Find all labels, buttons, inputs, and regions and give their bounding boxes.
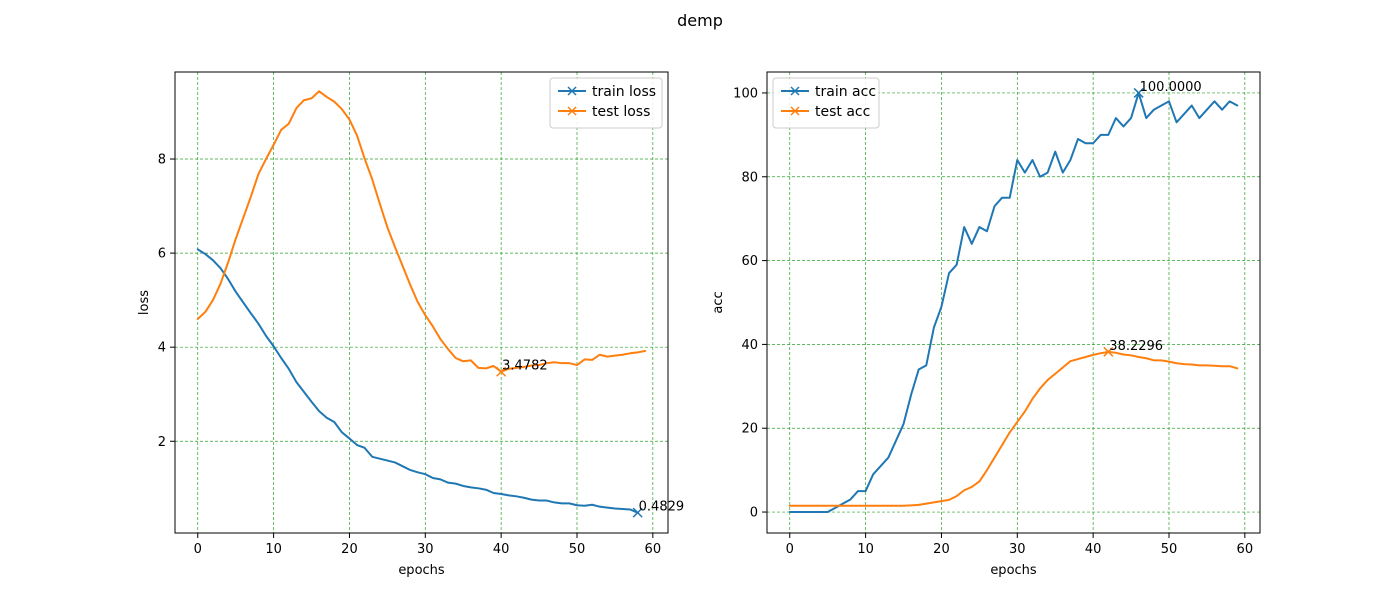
loss-series-0-annotation-label: 0.4829 — [639, 500, 685, 515]
loss-ytick-label: 2 — [158, 435, 166, 450]
acc-xtick-label: 20 — [933, 542, 950, 557]
acc-series-0-annotation-marker — [1133, 87, 1144, 98]
acc-xtick-label: 0 — [786, 542, 794, 557]
acc-ytick-label: 100 — [733, 86, 758, 101]
loss-ytick-label: 8 — [158, 153, 166, 168]
legend-entry-label: test loss — [592, 104, 650, 120]
acc-xtick-label: 40 — [1085, 542, 1102, 557]
acc-ytick-label: 40 — [741, 338, 758, 353]
acc-chart-panel: 100.0000 38.2296 0 10 20 30 40 50 60 0 20 40 60 80 100… — [711, 71, 1261, 578]
loss-xtick-label: 50 — [569, 542, 586, 557]
legend-entry-label: test acc — [815, 104, 870, 120]
loss-series-0-annotation-marker — [632, 507, 643, 518]
loss-xtick-label: 20 — [341, 542, 358, 557]
acc-legend: train acc test acc — [772, 77, 880, 129]
acc-axes-frame — [766, 71, 1261, 534]
loss-xaxis-label: epochs — [398, 563, 445, 578]
legend-x-marker — [567, 106, 577, 116]
acc-ytick-label: 20 — [741, 422, 758, 437]
acc-xtick-label: 10 — [857, 542, 874, 557]
x-marker-stroke — [1133, 87, 1144, 98]
acc-series-0-annotation-label: 100.0000 — [1140, 80, 1202, 95]
acc-xaxis-label: epochs — [990, 563, 1037, 578]
acc-series-0-line — [788, 91, 1239, 514]
loss-series-1-line — [196, 90, 647, 373]
loss-axes-frame — [174, 71, 669, 534]
acc-xtick-label: 50 — [1161, 542, 1178, 557]
loss-xtick-label: 10 — [265, 542, 282, 557]
acc-yaxis-label: acc — [711, 291, 726, 313]
x-marker-stroke — [496, 366, 507, 377]
acc-series-1-annotation-label: 38.2296 — [1109, 339, 1163, 354]
x-marker-stroke — [1103, 346, 1114, 357]
legend-x-marker — [790, 86, 800, 96]
loss-xtick-label: 30 — [417, 542, 434, 557]
acc-ytick-label: 80 — [741, 170, 758, 185]
loss-xtick-label: 40 — [493, 542, 510, 557]
loss-xtick-label: 0 — [194, 542, 202, 557]
figure-suptitle: demp — [677, 11, 723, 30]
loss-yaxis-label: loss — [137, 290, 152, 315]
legend-x-marker — [790, 106, 800, 116]
x-marker-stroke — [632, 507, 643, 518]
acc-ytick-label: 60 — [741, 254, 758, 269]
acc-series-1-annotation-marker — [1103, 346, 1114, 357]
legend-x-marker — [567, 86, 577, 96]
legend-entry-label: train acc — [815, 84, 876, 100]
acc-ytick-label: 0 — [750, 506, 758, 521]
acc-series-1-line — [788, 350, 1239, 507]
loss-ytick-label: 6 — [158, 247, 166, 262]
loss-legend: train loss test loss — [549, 77, 663, 129]
loss-xtick-label: 60 — [645, 542, 662, 557]
loss-series-0-line — [196, 248, 639, 514]
legend-entry-label: train loss — [592, 84, 656, 100]
loss-ytick-label: 4 — [158, 341, 166, 356]
acc-xtick-label: 30 — [1009, 542, 1026, 557]
loss-series-1-annotation-marker — [496, 366, 507, 377]
acc-xtick-label: 60 — [1237, 542, 1254, 557]
loss-series-1-annotation-label: 3.4782 — [502, 359, 547, 374]
loss-chart-panel: 0.4829 3.4782 0 10 20 30 40 50 60 2 4 6 8 epochs loss t… — [137, 71, 685, 578]
